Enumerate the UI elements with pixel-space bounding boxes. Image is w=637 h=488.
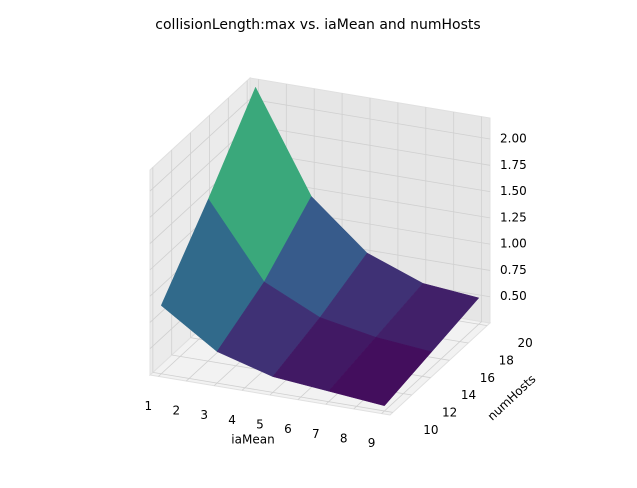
z-tick-label: 0.50 [500, 289, 527, 303]
z-tick-label: 1.75 [500, 158, 527, 172]
x-tick-label: 4 [228, 413, 236, 427]
y-tick-label: 10 [423, 423, 438, 437]
grid-line [152, 372, 393, 413]
grid-line [149, 98, 251, 192]
x-tick-label: 1 [145, 399, 153, 413]
grid-line [381, 321, 482, 414]
y-tick-label: 16 [480, 371, 495, 385]
z-tick-label: 1.25 [500, 210, 527, 224]
surface-face [328, 336, 433, 407]
z-tick-label: 0.75 [500, 263, 527, 277]
grid-line [249, 98, 491, 140]
x-tick-label: 9 [368, 436, 376, 450]
x-tick-label: 6 [284, 422, 292, 436]
y-tick-label: 18 [499, 353, 514, 367]
x-tick-label: 7 [312, 427, 320, 441]
z-tick-label: 1.50 [500, 184, 527, 198]
y-tick-label: 14 [461, 388, 476, 402]
y-tick-label: 12 [442, 406, 457, 420]
x-tick-label: 8 [340, 431, 348, 445]
z-tick-label: 2.00 [500, 132, 527, 146]
z-tick-label: 1.00 [500, 237, 527, 251]
x-axis-label: iaMean [231, 433, 274, 447]
x-tick-label: 2 [172, 404, 180, 418]
y-tick-label: 20 [518, 336, 533, 350]
x-tick-label: 3 [200, 408, 208, 422]
x-tick-label: 5 [256, 418, 264, 432]
chart-title: collisionLength:max vs. iaMean and numHo… [155, 17, 480, 33]
grid-line [249, 124, 491, 166]
